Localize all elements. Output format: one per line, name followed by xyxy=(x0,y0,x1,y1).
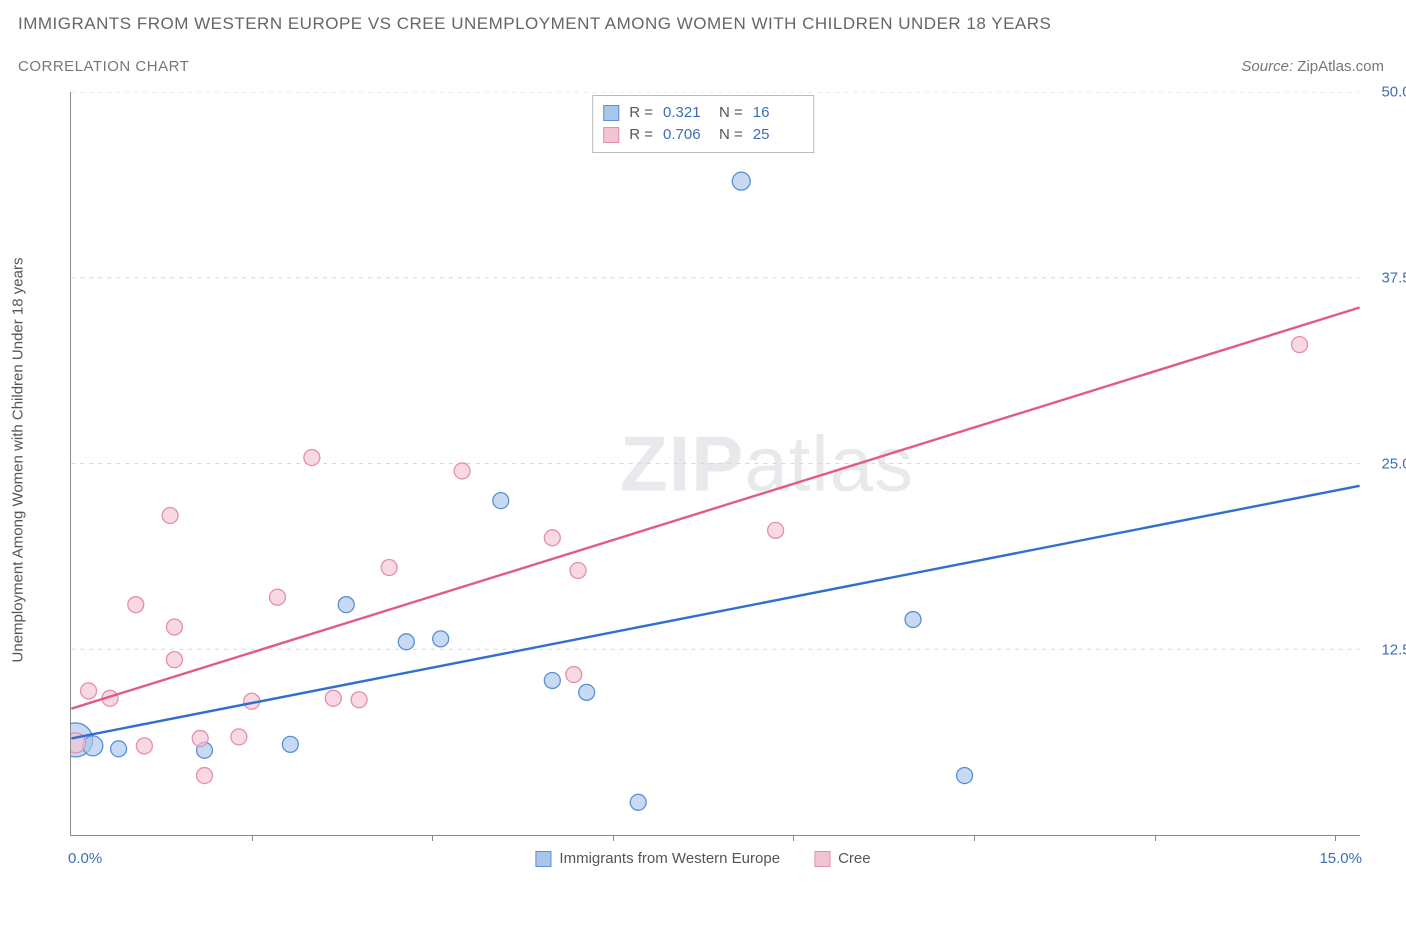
data-point xyxy=(111,741,127,757)
data-point xyxy=(570,563,586,579)
swatch-cree xyxy=(603,127,619,143)
x-axis-end-label: 15.0% xyxy=(1319,850,1362,867)
trend-line xyxy=(71,486,1359,739)
data-point xyxy=(351,692,367,708)
data-point xyxy=(381,560,397,576)
stats-row-cree: R = 0.706 N = 25 xyxy=(603,124,799,146)
scatter-svg xyxy=(71,92,1360,835)
data-point xyxy=(768,522,784,538)
x-tick xyxy=(613,835,614,841)
legend-label-immigrants: Immigrants from Western Europe xyxy=(559,850,780,867)
stat-n-cree: 25 xyxy=(753,124,799,146)
stat-n-label: N = xyxy=(719,102,743,124)
data-point xyxy=(493,493,509,509)
x-tick xyxy=(1335,835,1336,841)
data-point xyxy=(325,690,341,706)
x-tick xyxy=(432,835,433,841)
stat-r-immigrants: 0.321 xyxy=(663,102,709,124)
y-tick-label: 25.0% xyxy=(1381,456,1406,473)
data-point xyxy=(957,768,973,784)
data-point xyxy=(1292,337,1308,353)
x-tick xyxy=(793,835,794,841)
stat-n-immigrants: 16 xyxy=(753,102,799,124)
data-point xyxy=(162,508,178,524)
data-point xyxy=(566,667,582,683)
data-point xyxy=(433,631,449,647)
data-point xyxy=(136,738,152,754)
trend-line xyxy=(71,307,1359,708)
data-point xyxy=(732,172,750,190)
plot-area: ZIPatlas 12.5%25.0%37.5%50.0% xyxy=(70,92,1360,836)
data-point xyxy=(304,450,320,466)
stats-legend: R = 0.321 N = 16 R = 0.706 N = 25 xyxy=(592,95,814,153)
data-point xyxy=(166,652,182,668)
swatch-cree-2 xyxy=(814,851,830,867)
stat-n-label-2: N = xyxy=(719,124,743,146)
x-tick xyxy=(252,835,253,841)
data-point xyxy=(196,768,212,784)
y-tick-label: 50.0% xyxy=(1381,84,1406,101)
data-point xyxy=(454,463,470,479)
data-point xyxy=(398,634,414,650)
x-tick xyxy=(1155,835,1156,841)
source-label: Source: xyxy=(1241,58,1293,75)
data-point xyxy=(282,736,298,752)
data-point xyxy=(81,683,97,699)
x-axis-start-label: 0.0% xyxy=(68,850,102,867)
stat-r-label: R = xyxy=(629,102,653,124)
data-point xyxy=(166,619,182,635)
stat-r-cree: 0.706 xyxy=(663,124,709,146)
stats-row-immigrants: R = 0.321 N = 16 xyxy=(603,102,799,124)
x-tick xyxy=(974,835,975,841)
swatch-immigrants xyxy=(603,105,619,121)
y-tick-label: 37.5% xyxy=(1381,270,1406,287)
data-point xyxy=(579,684,595,700)
legend-item-cree: Cree xyxy=(814,850,871,867)
source-citation: Source: ZipAtlas.com xyxy=(1241,58,1384,75)
data-point xyxy=(544,672,560,688)
source-value: ZipAtlas.com xyxy=(1297,58,1384,75)
y-tick-label: 12.5% xyxy=(1381,642,1406,659)
data-point xyxy=(192,730,208,746)
data-point xyxy=(338,597,354,613)
chart-subtitle: CORRELATION CHART xyxy=(18,58,189,75)
y-axis-label: Unemployment Among Women with Children U… xyxy=(10,258,27,663)
chart-title: IMMIGRANTS FROM WESTERN EUROPE VS CREE U… xyxy=(18,14,1051,34)
data-point xyxy=(630,794,646,810)
data-point xyxy=(544,530,560,546)
data-point xyxy=(270,589,286,605)
series-legend: Immigrants from Western Europe Cree xyxy=(535,850,870,867)
data-point xyxy=(231,729,247,745)
legend-label-cree: Cree xyxy=(838,850,871,867)
stat-r-label-2: R = xyxy=(629,124,653,146)
data-point xyxy=(905,612,921,628)
legend-item-immigrants: Immigrants from Western Europe xyxy=(535,850,780,867)
swatch-immigrants-2 xyxy=(535,851,551,867)
data-point xyxy=(128,597,144,613)
